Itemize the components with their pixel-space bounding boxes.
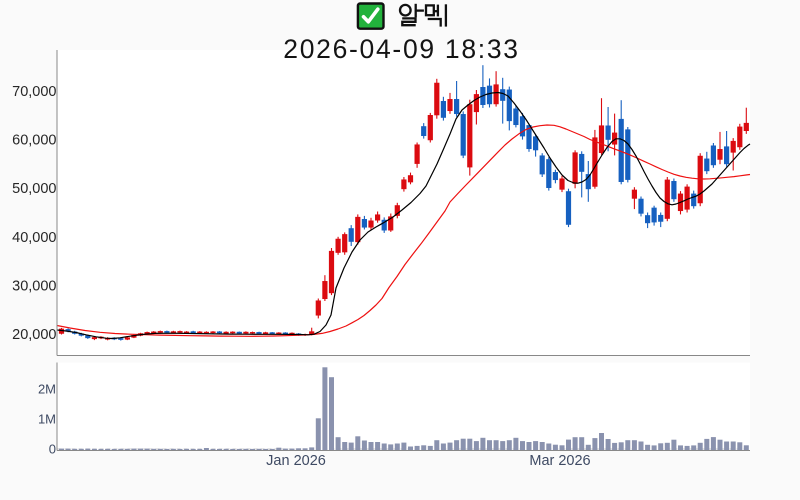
svg-text:0: 0 (49, 442, 56, 457)
svg-text:Mar 2026: Mar 2026 (529, 453, 590, 469)
svg-text:1M: 1M (38, 412, 56, 427)
svg-text:30,000: 30,000 (12, 278, 56, 294)
svg-text:2M: 2M (38, 382, 56, 397)
svg-text:Jan 2026: Jan 2026 (266, 453, 326, 469)
svg-text:40,000: 40,000 (12, 230, 56, 246)
svg-text:2026-04-09 18:33: 2026-04-09 18:33 (283, 34, 519, 64)
svg-text:20,000: 20,000 (12, 327, 56, 343)
svg-text:70,000: 70,000 (12, 84, 56, 100)
svg-text:50,000: 50,000 (12, 181, 56, 197)
svg-text:60,000: 60,000 (12, 133, 56, 149)
